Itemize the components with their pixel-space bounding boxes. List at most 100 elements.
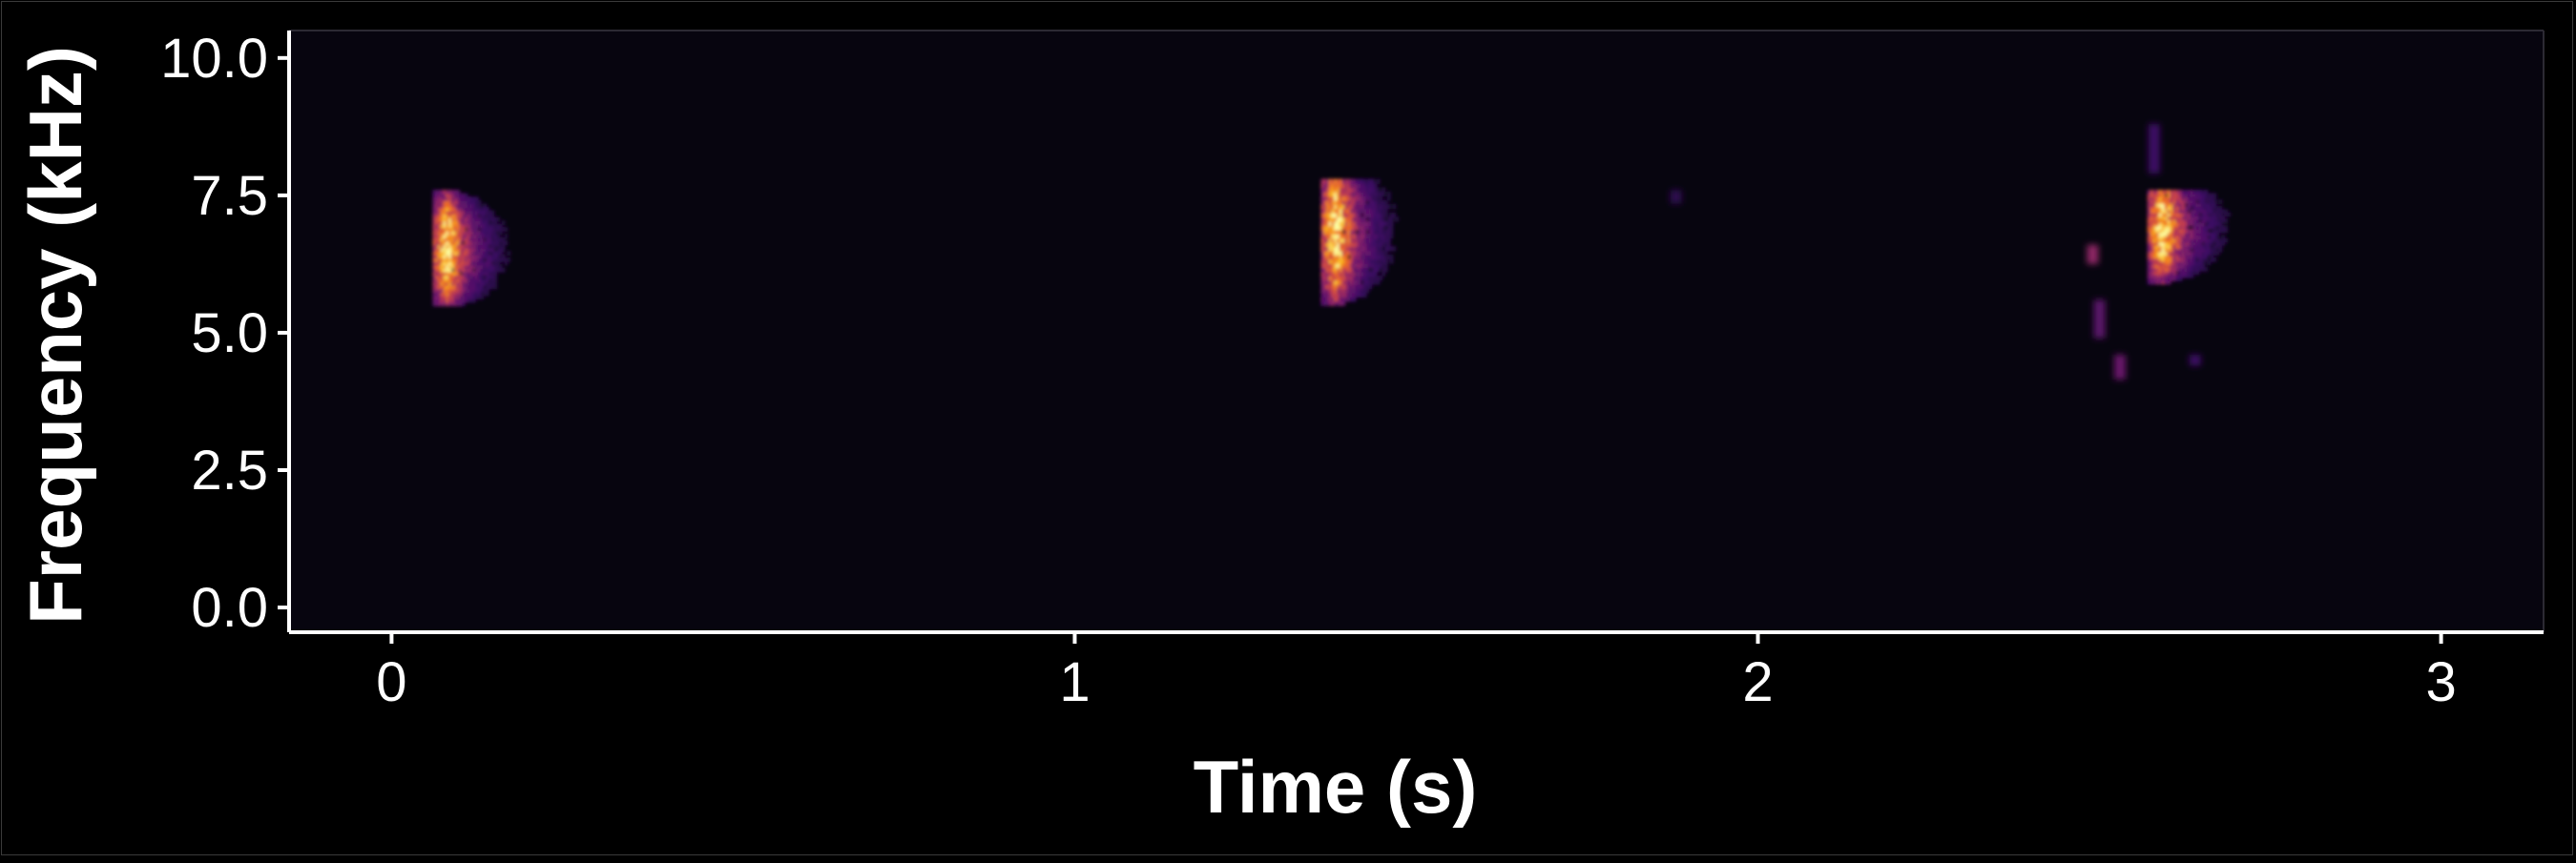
call-2-cell	[1358, 279, 1361, 285]
call-1-cell	[446, 227, 450, 232]
call-2-cell	[1337, 292, 1340, 298]
call-1-cell	[501, 254, 506, 259]
call-3-cell	[2190, 264, 2194, 269]
call-3-cell	[2195, 193, 2200, 197]
call-1-cell	[453, 247, 458, 253]
call-2-cell	[1381, 267, 1386, 273]
call-3-cell	[2147, 277, 2151, 281]
call-1-cell	[432, 251, 437, 256]
call-3-cell	[2187, 257, 2192, 262]
call-2-cell	[1331, 191, 1336, 197]
call-2-cell	[1379, 254, 1383, 260]
call-3-cell	[2181, 254, 2186, 259]
call-1-cell	[432, 236, 437, 242]
call-3-cell	[2152, 260, 2157, 266]
call-2-cell	[1349, 199, 1354, 205]
call-1-cell	[432, 281, 437, 286]
call-1-cell	[437, 260, 442, 266]
call-3-cell	[2195, 238, 2200, 243]
call-3-cell	[2184, 212, 2189, 217]
call-2-cell	[1325, 262, 1330, 269]
call-1-cell	[432, 223, 437, 229]
call-2-cell	[1323, 216, 1327, 222]
call-3-cell	[2158, 206, 2163, 211]
call-1-cell	[464, 206, 468, 212]
call-1-cell	[490, 257, 495, 262]
call-1-cell	[456, 234, 461, 238]
call-1-cell	[477, 277, 482, 283]
call-2-cell	[1323, 208, 1327, 214]
call-1-cell	[459, 260, 463, 266]
call-3-cell	[2161, 277, 2166, 281]
call-1-cell	[480, 234, 485, 238]
call-1-cell	[474, 234, 479, 238]
call-1-cell	[448, 251, 452, 256]
call-1-cell	[477, 199, 482, 205]
call-1-cell	[483, 277, 488, 283]
call-1-cell	[459, 240, 463, 246]
call-1-cell	[456, 230, 461, 236]
call-1-cell	[472, 214, 476, 218]
call-1-cell	[440, 214, 445, 218]
call-3-cell	[2187, 235, 2192, 239]
call-2-cell	[1347, 199, 1351, 205]
call-2-cell	[1320, 187, 1325, 193]
call-1-cell	[435, 277, 439, 283]
call-3-cell	[2190, 270, 2194, 276]
call-2-cell	[1361, 271, 1364, 277]
call-2-cell	[1358, 199, 1361, 205]
call-3-cell	[2187, 274, 2192, 278]
call-2-cell	[1334, 279, 1338, 285]
call-2-cell	[1331, 178, 1336, 184]
call-1-cell	[490, 210, 495, 216]
call-3-cell	[2181, 212, 2186, 217]
call-3-cell	[2218, 244, 2223, 250]
call-2-cell	[1334, 183, 1338, 189]
call-3-cell	[2161, 238, 2166, 243]
call-1-cell	[504, 234, 509, 238]
call-3-cell	[2184, 251, 2189, 256]
call-3-cell	[2184, 228, 2189, 234]
call-1-cell	[456, 291, 461, 297]
call-1-cell	[448, 190, 452, 195]
call-3-cell	[2201, 244, 2206, 250]
call-1-cell	[483, 254, 488, 259]
call-2-cell	[1395, 216, 1399, 222]
call-2-cell	[1347, 195, 1351, 201]
call-2-cell	[1365, 225, 1370, 231]
call-1-cell	[453, 295, 458, 300]
call-1-cell	[493, 271, 498, 277]
call-2-cell	[1337, 297, 1340, 302]
call-1-cell	[450, 295, 455, 300]
call-2-cell	[1347, 178, 1351, 184]
call-1-cell	[467, 236, 471, 242]
call-2-cell	[1347, 288, 1351, 294]
call-2-cell	[1325, 225, 1330, 231]
call-2-cell	[1337, 254, 1340, 260]
call-1-cell	[486, 236, 489, 242]
call-1-cell	[477, 203, 482, 208]
call-1-cell	[474, 275, 479, 279]
call-3-cell	[2170, 193, 2174, 197]
call-3-cell	[2187, 264, 2192, 269]
call-1-cell	[469, 275, 474, 279]
call-1-cell	[432, 284, 437, 290]
call-1-cell	[446, 268, 450, 273]
call-1-cell	[493, 216, 498, 222]
call-1-cell	[469, 281, 474, 286]
x-tick-label: 1	[1059, 651, 1090, 713]
call-3-cell	[2164, 228, 2169, 234]
call-1-cell	[486, 234, 489, 238]
call-1-cell	[443, 227, 447, 232]
call-1-cell	[467, 284, 471, 290]
call-1-cell	[469, 199, 474, 205]
call-2-cell	[1349, 195, 1354, 201]
call-1-cell	[435, 254, 439, 259]
call-2-cell	[1381, 204, 1386, 210]
call-1-cell	[448, 268, 452, 273]
call-3-cell	[2172, 222, 2177, 227]
call-3-cell	[2152, 209, 2157, 214]
call-1-cell	[450, 240, 455, 246]
call-3-cell	[2158, 244, 2163, 250]
call-3-cell	[2201, 235, 2206, 239]
